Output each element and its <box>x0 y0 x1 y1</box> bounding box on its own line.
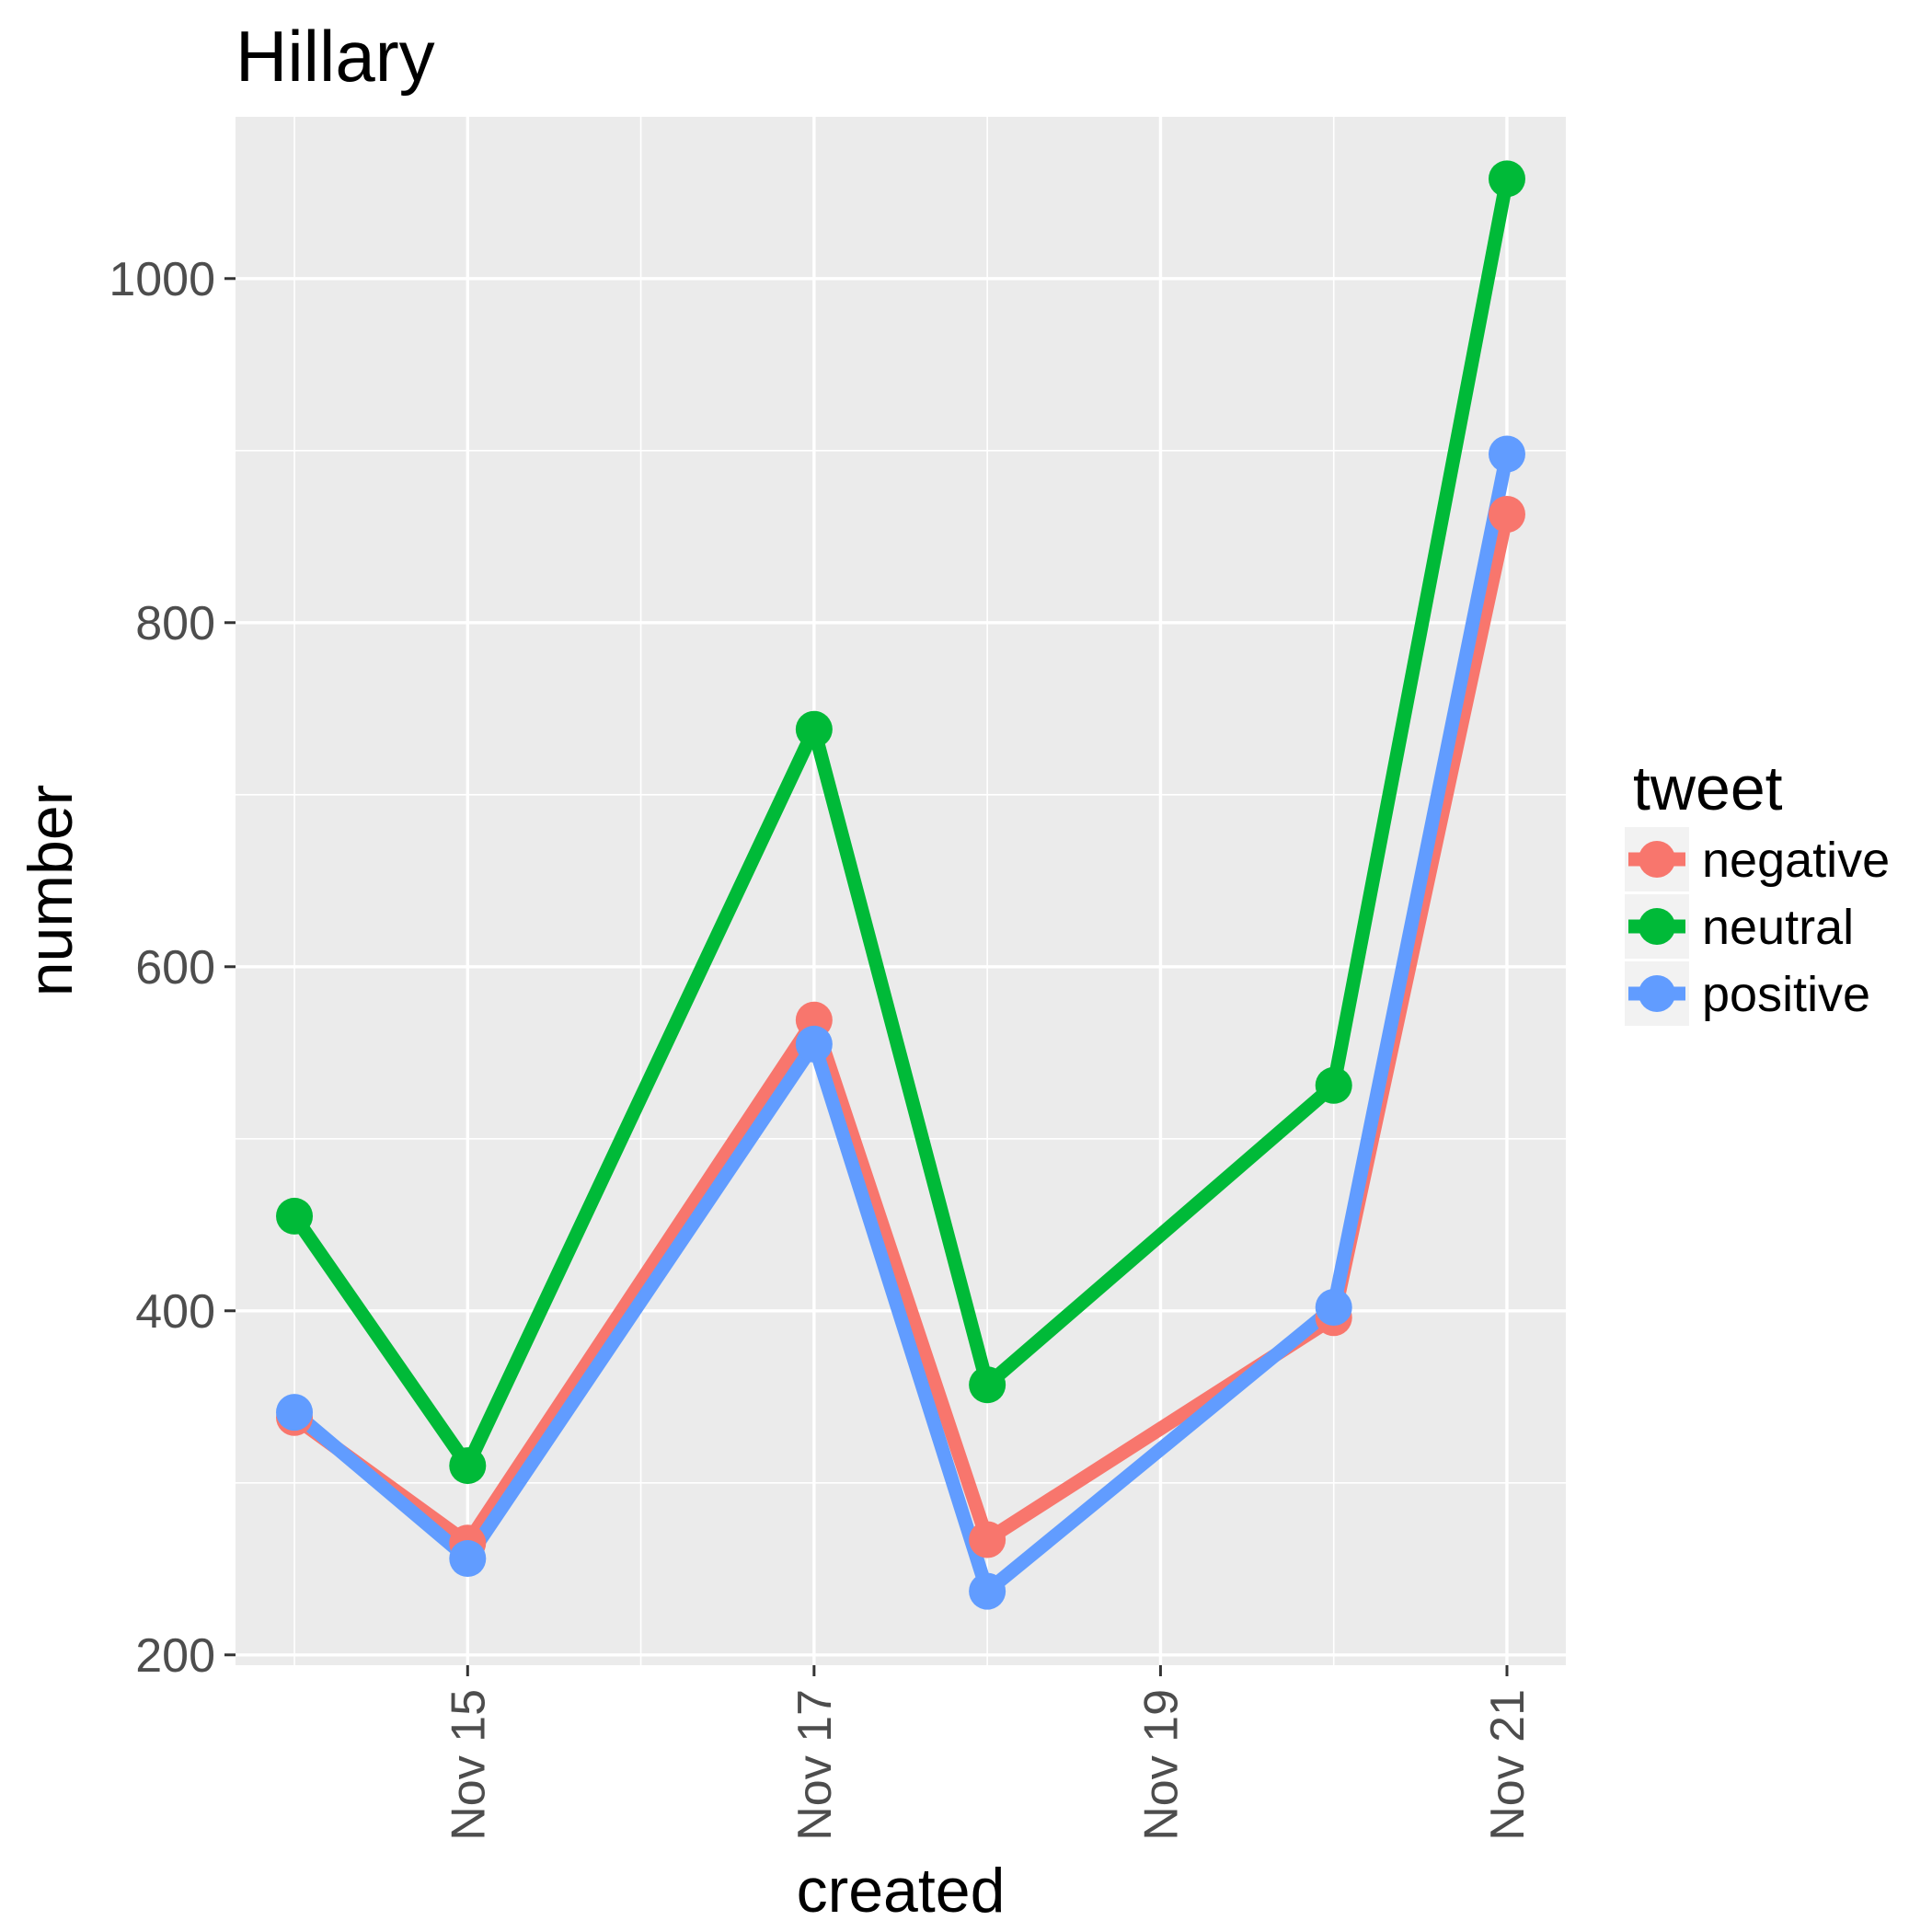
series-line-neutral <box>288 177 1514 1473</box>
series-line-positive <box>290 453 1514 1599</box>
y-tick-label: 1000 <box>109 253 215 306</box>
y-tick-label: 400 <box>135 1285 215 1339</box>
x-tick-label: Nov 19 <box>1134 1689 1188 1841</box>
x-axis: Nov 15 Nov 17 Nov 19 Nov 21 <box>442 1665 1535 1841</box>
data-point-positive <box>969 1572 1006 1610</box>
legend-title: tweet <box>1633 753 1783 823</box>
y-tick-label: 800 <box>135 597 215 650</box>
legend-label-negative: negative <box>1702 833 1890 888</box>
legend: tweet negative neutral positive <box>1625 753 1890 1026</box>
data-point-neutral <box>1315 1066 1352 1104</box>
y-tick-label: 200 <box>135 1629 215 1683</box>
data-point-neutral <box>276 1197 314 1235</box>
y-axis: 200 400 600 800 1000 <box>109 253 236 1683</box>
legend-key-point <box>1639 841 1675 878</box>
data-point-positive <box>276 1394 314 1432</box>
legend-key-point <box>1639 908 1675 945</box>
x-tick-label: Nov 17 <box>788 1689 842 1841</box>
data-point-positive <box>1488 435 1525 473</box>
legend-key-point <box>1639 975 1675 1012</box>
chart-title: Hillary <box>236 16 435 97</box>
legend-label-neutral: neutral <box>1702 900 1854 955</box>
data-point-negative <box>969 1521 1006 1558</box>
x-tick-label: Nov 21 <box>1481 1689 1535 1841</box>
series-layer <box>276 160 1525 1610</box>
y-axis-title: number <box>16 785 86 997</box>
data-point-neutral <box>449 1447 487 1485</box>
data-point-positive <box>1315 1289 1352 1327</box>
x-tick-label: Nov 15 <box>442 1689 495 1841</box>
y-tick-label: 600 <box>135 941 215 995</box>
legend-label-positive: positive <box>1702 967 1870 1022</box>
data-point-neutral <box>795 710 833 748</box>
data-point-positive <box>449 1540 487 1578</box>
minor-gridlines <box>236 117 1566 1665</box>
data-point-neutral <box>1488 160 1525 198</box>
data-point-negative <box>1488 495 1525 533</box>
data-point-positive <box>795 1025 833 1063</box>
data-point-neutral <box>969 1366 1006 1404</box>
x-axis-title: created <box>797 1856 1006 1926</box>
plot-panel <box>236 117 1566 1665</box>
